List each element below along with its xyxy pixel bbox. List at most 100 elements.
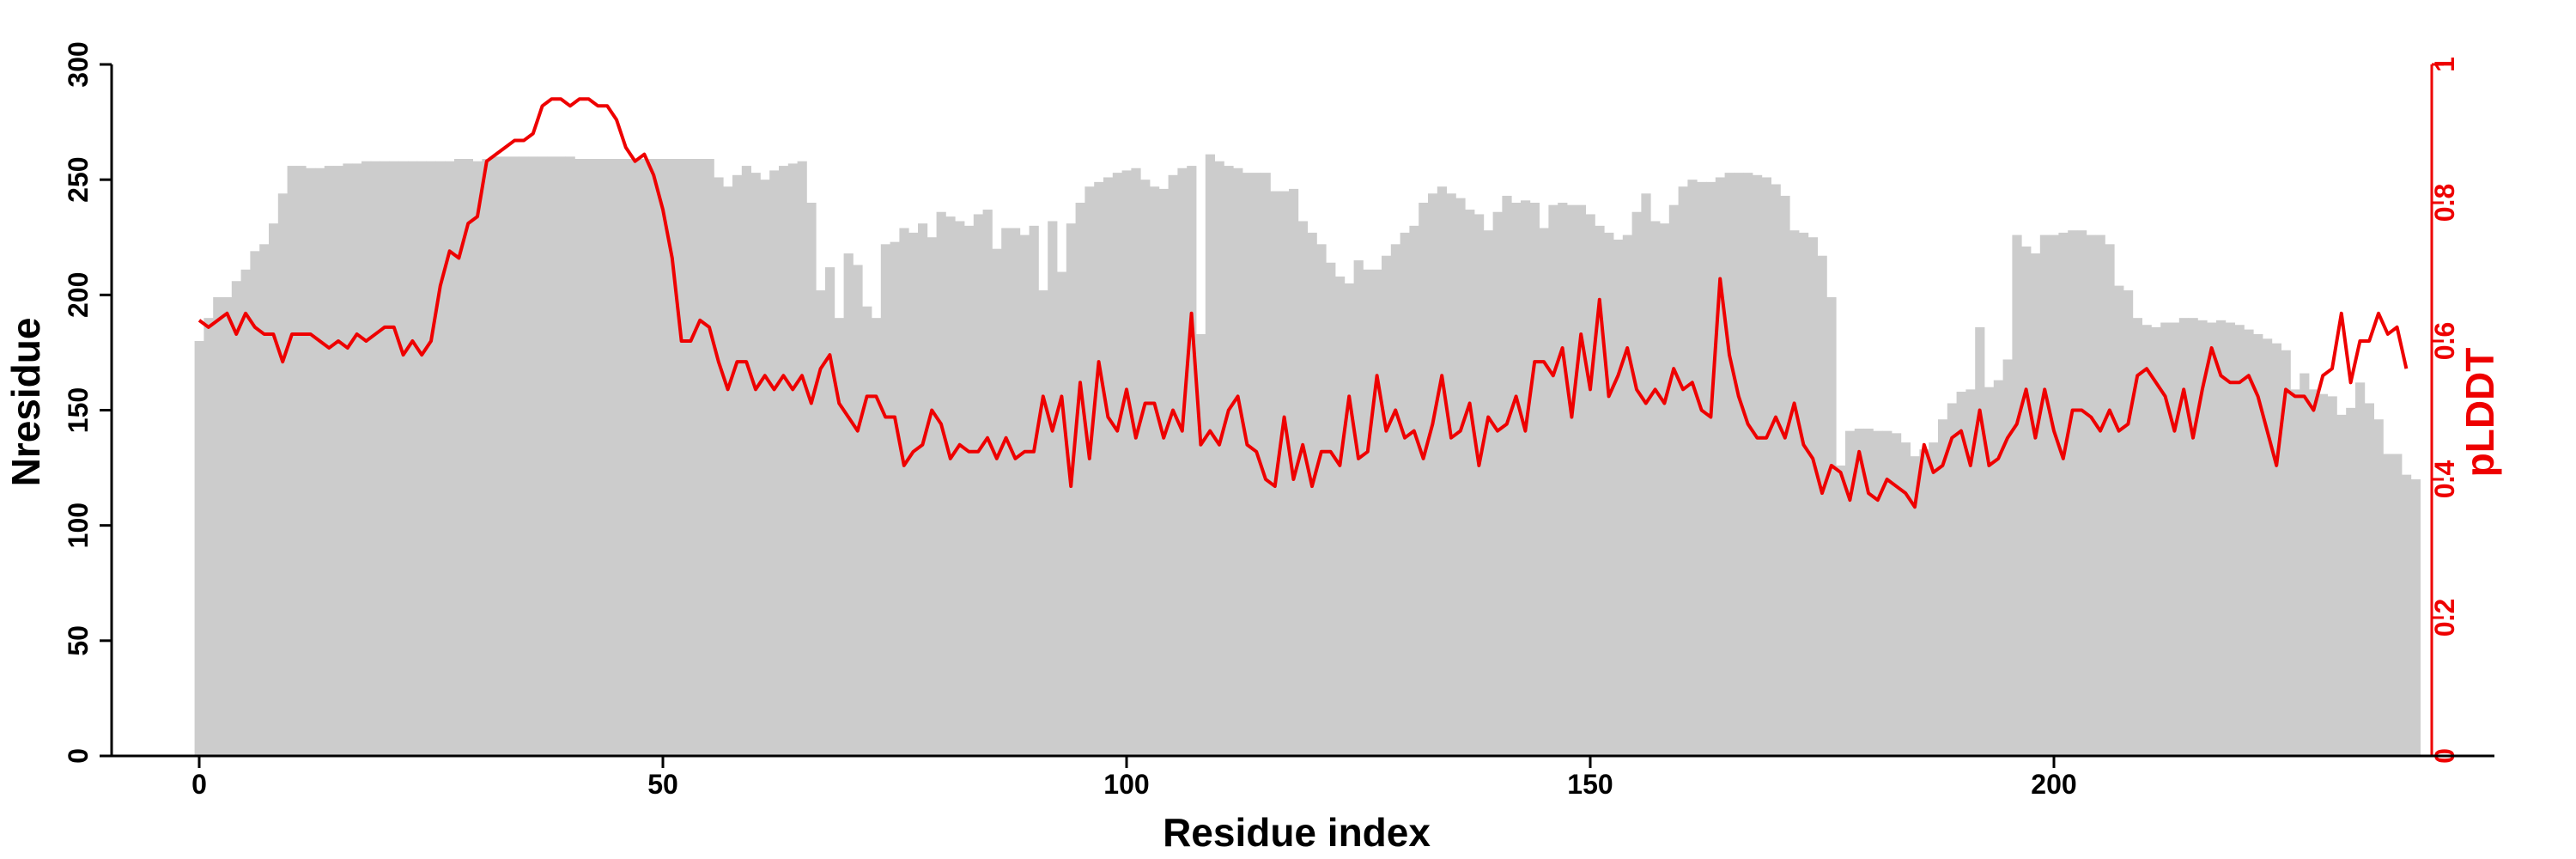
bar <box>2095 235 2105 756</box>
bar <box>853 265 863 756</box>
bar <box>677 159 687 756</box>
bar <box>2309 389 2319 756</box>
bar <box>1622 235 1632 756</box>
bar <box>352 163 362 756</box>
bar <box>1771 184 1781 756</box>
bar <box>1011 228 1021 756</box>
bar <box>491 156 501 756</box>
bar <box>1900 442 1911 756</box>
right-y-axis: 00.20.40.60.81 <box>2429 57 2460 764</box>
bar <box>1595 225 1605 757</box>
bar <box>1233 168 1243 756</box>
bar <box>2142 325 2152 756</box>
bar <box>324 166 334 756</box>
bar <box>741 166 751 756</box>
bar <box>1465 210 1475 757</box>
bar <box>1668 204 1679 756</box>
bar <box>992 248 1002 756</box>
bar <box>1753 174 1763 757</box>
bar <box>1353 260 1364 757</box>
bar <box>528 156 538 756</box>
bar <box>1521 200 1531 756</box>
bar <box>2300 373 2310 756</box>
bar <box>194 341 204 756</box>
bar <box>259 244 270 756</box>
bar <box>964 225 975 757</box>
right-tick-label: 0.4 <box>2429 460 2460 499</box>
bar <box>2002 359 2013 756</box>
left-tick-label: 100 <box>63 503 94 548</box>
bar <box>269 223 279 756</box>
bar <box>509 156 519 756</box>
bar <box>2012 235 2022 756</box>
bar <box>1548 204 1558 756</box>
bar <box>2244 329 2254 756</box>
bar <box>1984 387 1995 756</box>
bar <box>1344 283 1354 756</box>
bar <box>1019 235 1030 756</box>
bar <box>1094 181 1104 757</box>
x-axis-title: Residue index <box>1163 810 1431 855</box>
bar <box>2068 230 2078 756</box>
bar <box>1316 244 1327 756</box>
bar <box>2234 325 2245 756</box>
plddt-line-series <box>197 97 2409 509</box>
bar <box>2216 320 2227 756</box>
bar <box>723 186 733 757</box>
bar <box>2132 318 2142 756</box>
bar <box>750 173 761 756</box>
bar <box>2039 235 2050 756</box>
bar <box>1382 255 1392 757</box>
left-tick-label: 250 <box>63 156 94 202</box>
bar <box>880 244 890 756</box>
bar <box>1205 154 1215 756</box>
bar <box>2178 318 2189 756</box>
bar <box>1882 430 1893 756</box>
bar <box>2253 333 2263 756</box>
bar <box>306 168 316 756</box>
bar <box>315 168 325 756</box>
bar <box>565 156 575 756</box>
bar <box>1910 456 1920 756</box>
bar <box>611 159 622 756</box>
bar <box>1307 232 1317 756</box>
bar <box>1975 326 1985 756</box>
bar <box>1446 193 1456 756</box>
bar <box>213 297 223 756</box>
bar <box>862 306 872 756</box>
bar <box>370 161 380 756</box>
bar <box>2373 419 2384 756</box>
bar <box>1529 203 1540 756</box>
bar <box>2151 326 2161 756</box>
bar <box>1390 244 1400 756</box>
bar <box>1400 232 1410 756</box>
bar-series <box>194 154 2421 757</box>
bar <box>1437 186 1447 757</box>
bar <box>1057 271 1067 756</box>
bar <box>1474 214 1485 757</box>
bar <box>584 159 594 756</box>
bar <box>454 159 465 756</box>
bar <box>1807 237 1818 756</box>
bar <box>1363 269 1373 756</box>
bar <box>1854 428 1864 756</box>
bar <box>1251 173 1261 756</box>
bar <box>2318 393 2328 756</box>
bar <box>1428 193 1438 756</box>
bar <box>1326 262 1336 756</box>
bar <box>1706 181 1716 757</box>
bar <box>1604 232 1614 756</box>
right-y-axis-title: pLDDT <box>2458 348 2502 478</box>
bar <box>2021 246 2032 757</box>
bar <box>426 161 436 756</box>
bar <box>1892 433 1902 756</box>
bar <box>2105 244 2115 756</box>
bar <box>602 159 612 756</box>
bar <box>1780 195 1790 756</box>
bar <box>231 281 241 757</box>
x-axis: 0 50 100 150 200 <box>112 754 2494 800</box>
bar <box>1103 177 1114 757</box>
bar <box>398 161 409 756</box>
bar <box>1187 166 1197 756</box>
bar <box>1826 297 1837 756</box>
